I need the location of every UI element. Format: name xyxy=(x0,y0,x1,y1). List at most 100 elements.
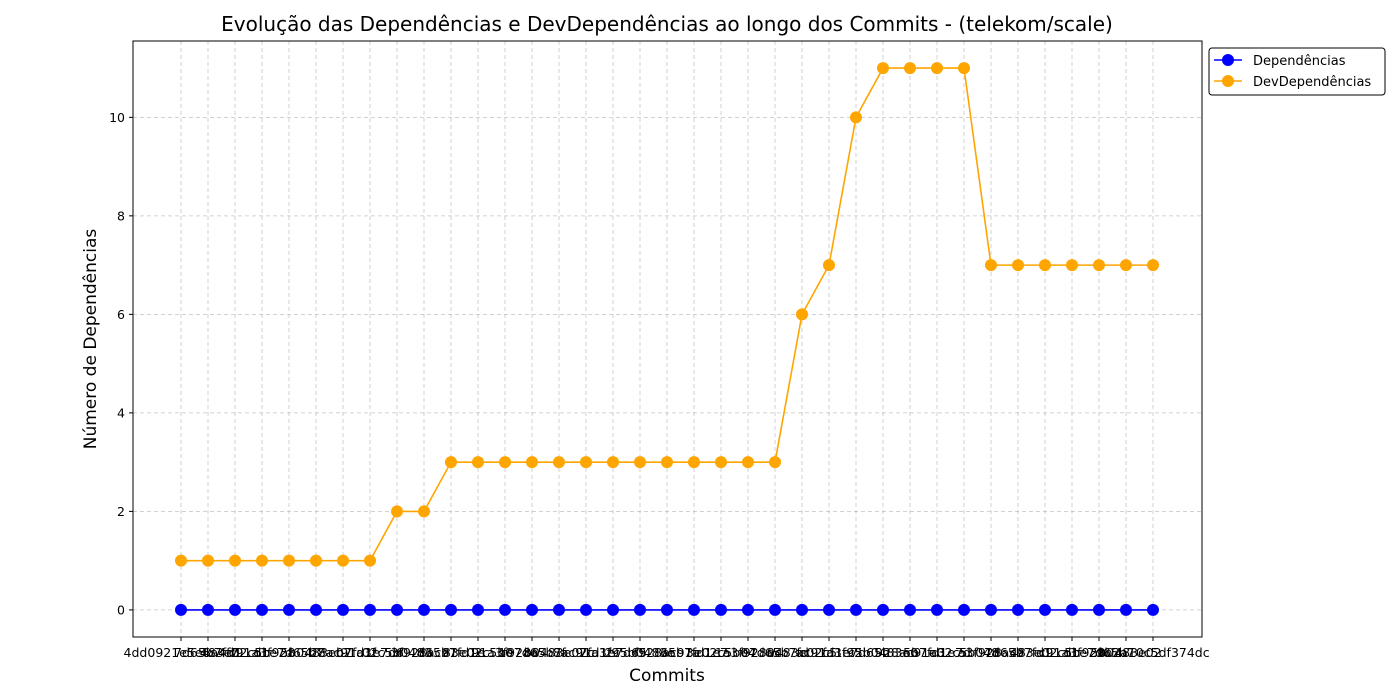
data-point xyxy=(580,456,592,469)
legend-marker-devdependencias xyxy=(1222,75,1234,87)
x-tick-label: 91a3f928a xyxy=(471,645,538,660)
data-point xyxy=(1066,259,1078,272)
y-tick-label: 10 xyxy=(109,110,125,125)
data-point xyxy=(931,603,943,616)
legend: Dependências DevDependências xyxy=(1208,47,1386,96)
data-point xyxy=(904,603,916,616)
data-point xyxy=(1093,603,1105,616)
series-dependencias xyxy=(175,603,1159,616)
data-point xyxy=(472,456,484,469)
x-tick-label: 9b2a10c5df374dc xyxy=(1096,645,1209,660)
x-tick-label: 5b0483e02 xyxy=(280,645,351,660)
x-tick-label: d65b7fd1e xyxy=(417,645,485,660)
data-point xyxy=(256,603,268,616)
data-point xyxy=(256,554,268,567)
data-point xyxy=(175,603,187,616)
data-point xyxy=(985,603,997,616)
x-tick-label: 483e02c5b xyxy=(200,645,270,660)
data-point xyxy=(499,603,511,616)
x-tick-label: 83e02c5b0 xyxy=(443,645,513,660)
x-tick-label: 4dd0921e5e6a4f7 xyxy=(124,645,239,660)
x-tick-label: 3f928ac91 xyxy=(391,645,458,660)
x-tick-label: 1a3f928ac xyxy=(715,645,781,660)
legend-label-devdependencias: DevDependências xyxy=(1253,75,1371,90)
grid xyxy=(133,41,1202,637)
data-point xyxy=(283,554,295,567)
x-tick-label: d1e7d65b7 xyxy=(253,645,324,660)
data-point xyxy=(958,62,970,75)
data-point xyxy=(985,259,997,272)
x-tick-label: a3f928ac9 xyxy=(958,645,1024,660)
data-point xyxy=(634,456,646,469)
data-point xyxy=(1039,603,1051,616)
x-tick-label: d1e7d65b7 xyxy=(1063,645,1134,660)
data-point xyxy=(688,456,700,469)
x-tick-label: 5b7fd1e7d xyxy=(903,645,971,660)
data-point xyxy=(526,603,538,616)
data-point xyxy=(418,505,430,518)
data-point xyxy=(202,603,214,616)
data-point xyxy=(715,603,727,616)
data-point xyxy=(1147,603,1159,616)
data-point xyxy=(1120,603,1132,616)
data-point xyxy=(1012,603,1024,616)
data-point xyxy=(1120,259,1132,272)
y-tick-label: 0 xyxy=(117,602,125,617)
data-point xyxy=(175,554,187,567)
data-point xyxy=(1093,259,1105,272)
x-tick-label: 7d65b7fd1 xyxy=(174,645,242,660)
series-devdependencias xyxy=(175,62,1159,567)
x-tick-label: c5b0483e0 xyxy=(848,645,918,660)
data-point xyxy=(337,554,349,567)
data-point xyxy=(661,456,673,469)
x-tick-label: c91a3f928 xyxy=(1039,645,1106,660)
data-point xyxy=(742,603,754,616)
data-point xyxy=(850,111,862,124)
x-tick-label: 0483e02c5 xyxy=(767,645,837,660)
data-point xyxy=(310,603,322,616)
x-tick-label: e02c5b048 xyxy=(929,645,999,660)
data-point xyxy=(283,603,295,616)
plot-frame xyxy=(132,40,1203,638)
data-point xyxy=(229,603,241,616)
data-point xyxy=(688,603,700,616)
data-point xyxy=(1039,259,1051,272)
data-point xyxy=(661,603,673,616)
data-point xyxy=(850,603,862,616)
data-point xyxy=(769,603,781,616)
y-axis-label: Número de Dependências xyxy=(81,229,101,450)
x-tick-label: fd1e7d65b xyxy=(822,645,890,660)
x-tick-label: e7d65b7fd xyxy=(741,645,809,660)
data-point xyxy=(634,603,646,616)
data-point xyxy=(499,456,511,469)
x-tick-label: 483e02c5b xyxy=(1010,645,1080,660)
x-tick-label: 02c5b0483 xyxy=(362,645,432,660)
data-point xyxy=(1012,259,1024,272)
x-tick-label: f928ac91a xyxy=(634,645,700,660)
data-point xyxy=(958,603,970,616)
data-point xyxy=(931,62,943,75)
data-point xyxy=(418,603,430,616)
data-point xyxy=(580,603,592,616)
data-point xyxy=(823,603,835,616)
data-point xyxy=(337,603,349,616)
legend-box xyxy=(1208,47,1386,96)
data-point xyxy=(391,505,403,518)
x-tick-label: 5b0483e02 xyxy=(1090,645,1161,660)
series-layer xyxy=(175,62,1159,616)
data-point xyxy=(445,456,457,469)
data-point xyxy=(607,603,619,616)
x-tick-label: 928ac91a3 xyxy=(875,645,945,660)
data-point xyxy=(229,554,241,567)
x-tick-label: b7fd1e7d6 xyxy=(336,645,404,660)
x-axis-ticks: 4dd0921e5e6a4f77d65b7fd1483e02c5bc91a3f9… xyxy=(124,637,1210,660)
x-tick-label: 7fd1e7d65 xyxy=(579,645,647,660)
data-point xyxy=(1066,603,1078,616)
data-point xyxy=(553,456,565,469)
data-point xyxy=(877,62,889,75)
data-point xyxy=(877,603,889,616)
data-point xyxy=(391,603,403,616)
x-tick-label: ac91a3f92 xyxy=(796,645,862,660)
y-tick-label: 4 xyxy=(117,405,125,420)
